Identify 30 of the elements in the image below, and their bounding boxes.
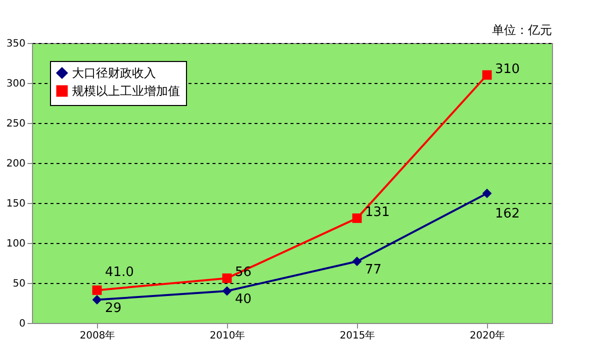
point [222,273,232,283]
x-tick-label: 2015年 [340,330,376,342]
y-tick-label: 0 [19,318,26,330]
text: 单位：亿元 [492,23,552,37]
y-tick-label: 100 [6,238,26,250]
y-tick-label: 350 [6,38,26,50]
y-tick-label: 250 [6,118,26,130]
point [352,213,362,223]
x-tick-label: 2010年 [210,330,246,342]
point [92,285,102,295]
data-label: 310 [495,62,520,77]
legend-label: 规模以上工业增加值 [72,84,180,98]
point [482,70,492,80]
data-label: 41.0 [105,265,134,280]
point [92,295,102,305]
y-tick-label: 300 [6,78,26,90]
legend-label: 大口径财政收入 [72,66,156,80]
data-label: 131 [365,205,390,220]
y-tick-label: 50 [12,278,26,290]
data-label: 29 [105,300,122,316]
x-tick-label: 2020年 [470,330,506,342]
point [222,286,232,296]
y-tick-label: 200 [6,158,26,170]
point [352,256,362,266]
data-label: 162 [495,206,520,222]
x-tick-label: 2008年 [80,330,116,342]
point [482,188,492,198]
data-label: 40 [235,292,252,307]
data-label: 77 [365,262,382,278]
y-tick-label: 150 [6,198,26,210]
